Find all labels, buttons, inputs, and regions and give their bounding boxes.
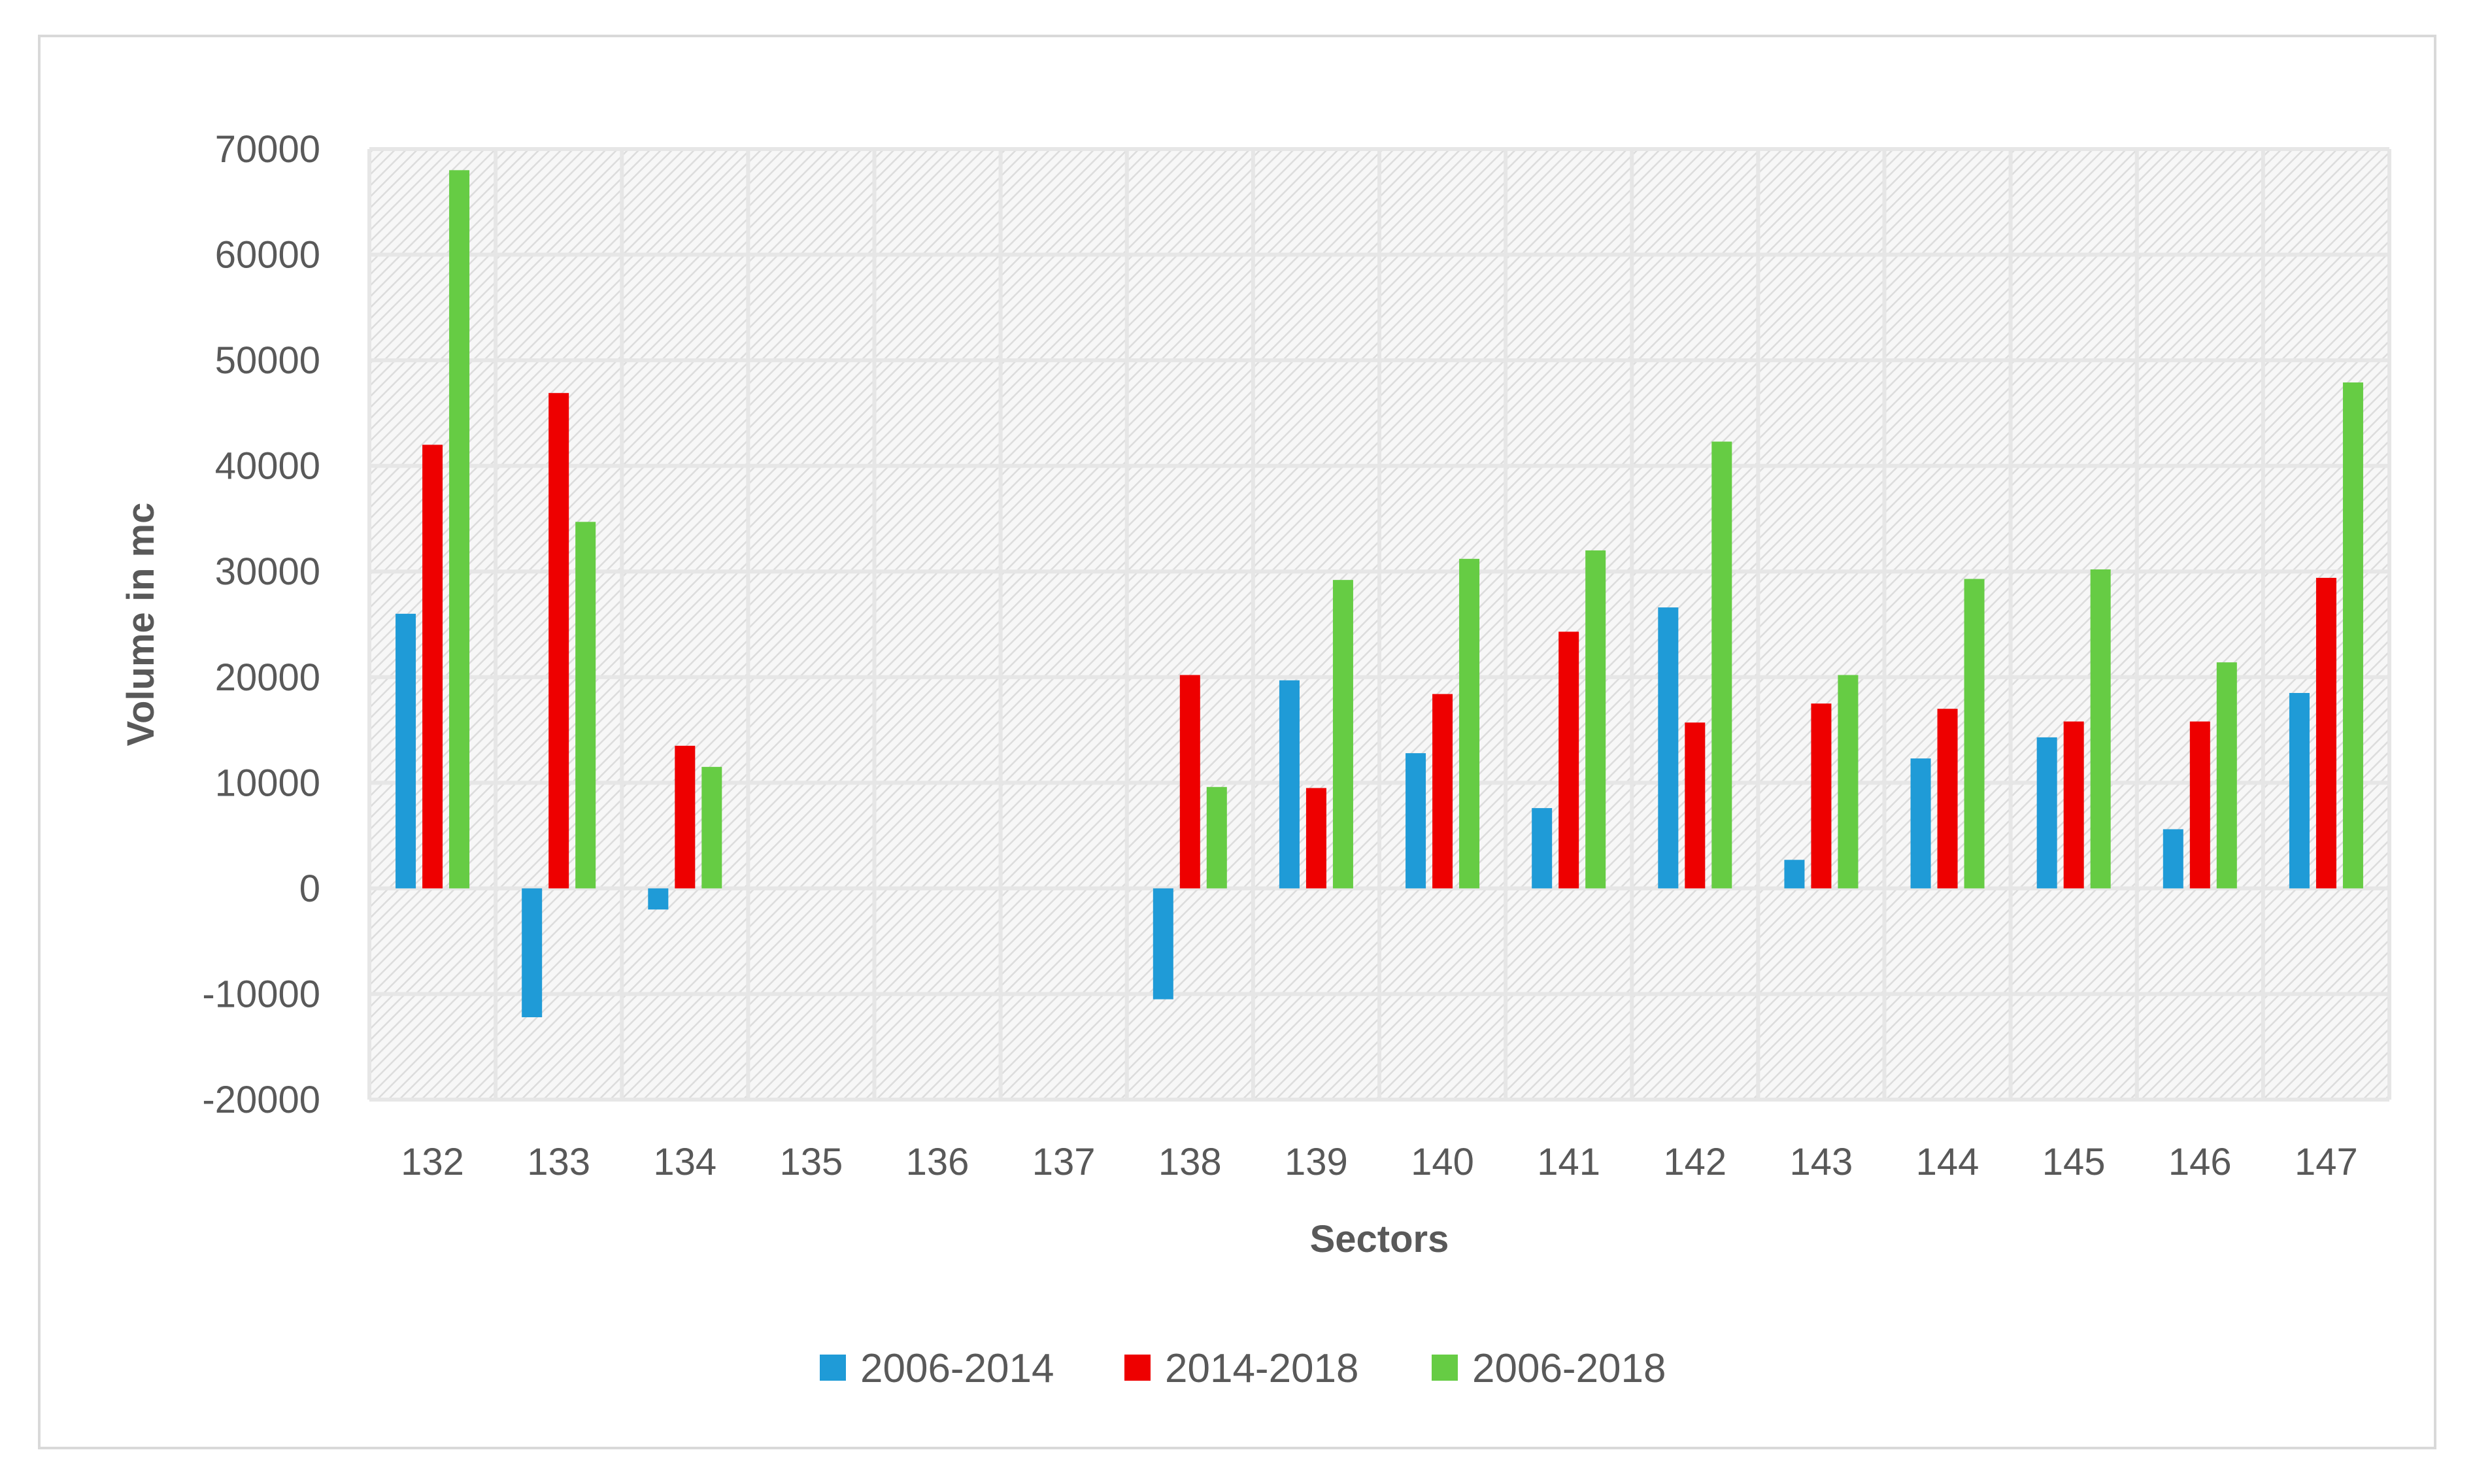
bar xyxy=(1332,580,1353,888)
bar xyxy=(1432,694,1453,888)
x-tick-label: 145 xyxy=(2042,1141,2106,1183)
y-axis-title: Volume in mc xyxy=(120,503,162,747)
bar xyxy=(1585,550,1606,888)
bar xyxy=(575,522,596,888)
bar xyxy=(522,888,543,1017)
y-tick-label: 50000 xyxy=(215,339,320,382)
bar xyxy=(1206,786,1227,888)
x-tick-label: 146 xyxy=(2168,1141,2232,1183)
x-tick-label: 140 xyxy=(1411,1141,1474,1183)
legend-swatch xyxy=(820,1355,846,1381)
x-tick-label: 144 xyxy=(1916,1141,1979,1183)
x-tick-label: 137 xyxy=(1032,1141,1096,1183)
bar xyxy=(2036,737,2057,888)
x-tick-label: 134 xyxy=(653,1141,716,1183)
y-tick-label: 20000 xyxy=(215,656,320,699)
bar xyxy=(1685,722,1706,888)
bar xyxy=(1964,579,1985,888)
bar xyxy=(648,888,669,910)
bar xyxy=(1784,860,1805,888)
y-tick-label: 30000 xyxy=(215,550,320,593)
bar xyxy=(2342,382,2363,888)
bar xyxy=(2189,721,2210,888)
legend-label: 2014-2018 xyxy=(1165,1346,1359,1391)
bar xyxy=(1811,703,1832,888)
y-tick-label: 70000 xyxy=(215,128,320,171)
x-tick-label: 132 xyxy=(401,1141,464,1183)
legend-swatch xyxy=(1124,1355,1151,1381)
legend-label: 2006-2018 xyxy=(1472,1346,1666,1391)
bar xyxy=(1179,675,1200,888)
bar xyxy=(1910,758,1931,888)
x-tick-label: 133 xyxy=(527,1141,590,1183)
bar xyxy=(701,767,722,888)
y-tick-label: 40000 xyxy=(215,445,320,488)
x-tick-label: 143 xyxy=(1790,1141,1853,1183)
bar xyxy=(1532,808,1553,888)
legend-label: 2006-2014 xyxy=(860,1346,1054,1391)
x-axis-title: Sectors xyxy=(1310,1218,1449,1260)
y-tick-label: -10000 xyxy=(202,973,320,1015)
x-tick-label: 147 xyxy=(2295,1141,2358,1183)
bar xyxy=(1711,441,1732,888)
bar xyxy=(1305,788,1326,888)
bar xyxy=(675,745,696,888)
bars xyxy=(396,170,2363,1017)
x-tick-label: 141 xyxy=(1537,1141,1600,1183)
bar xyxy=(548,393,569,888)
bar xyxy=(1406,753,1426,888)
x-tick-label: 136 xyxy=(906,1141,969,1183)
bar xyxy=(2163,829,2183,888)
bar xyxy=(449,170,470,888)
x-tick-label: 142 xyxy=(1663,1141,1726,1183)
x-tick-label: 135 xyxy=(780,1141,843,1183)
bar xyxy=(1558,632,1579,888)
bar xyxy=(1153,888,1173,1000)
bar xyxy=(2289,693,2310,888)
bar xyxy=(1459,558,1480,888)
bar xyxy=(1838,675,1859,888)
bar xyxy=(2315,577,2336,888)
bar xyxy=(1279,680,1300,888)
y-tick-label: 10000 xyxy=(215,762,320,804)
legend-swatch xyxy=(1432,1355,1458,1381)
bar xyxy=(1658,607,1679,888)
y-tick-label: 0 xyxy=(299,868,320,910)
x-tick-label: 138 xyxy=(1158,1141,1222,1183)
x-axis-ticks: 132 133 134 135 136 137 138 139 140 141 142 143 144 1… xyxy=(401,1141,2358,1183)
bar xyxy=(2090,569,2111,888)
bar xyxy=(2216,662,2237,888)
y-axis-ticks: -20000 -10000 0 10000 20000 30000 40000 50000 60… xyxy=(202,128,320,1121)
y-tick-label: -20000 xyxy=(202,1079,320,1121)
y-tick-label: 60000 xyxy=(215,234,320,277)
x-tick-label: 139 xyxy=(1285,1141,1348,1183)
bar xyxy=(422,445,443,888)
bar xyxy=(1937,709,1958,888)
legend: 2006-2014 2014-2018 2006-2018 xyxy=(820,1346,1666,1391)
bar xyxy=(2063,721,2084,888)
bar xyxy=(396,613,416,888)
